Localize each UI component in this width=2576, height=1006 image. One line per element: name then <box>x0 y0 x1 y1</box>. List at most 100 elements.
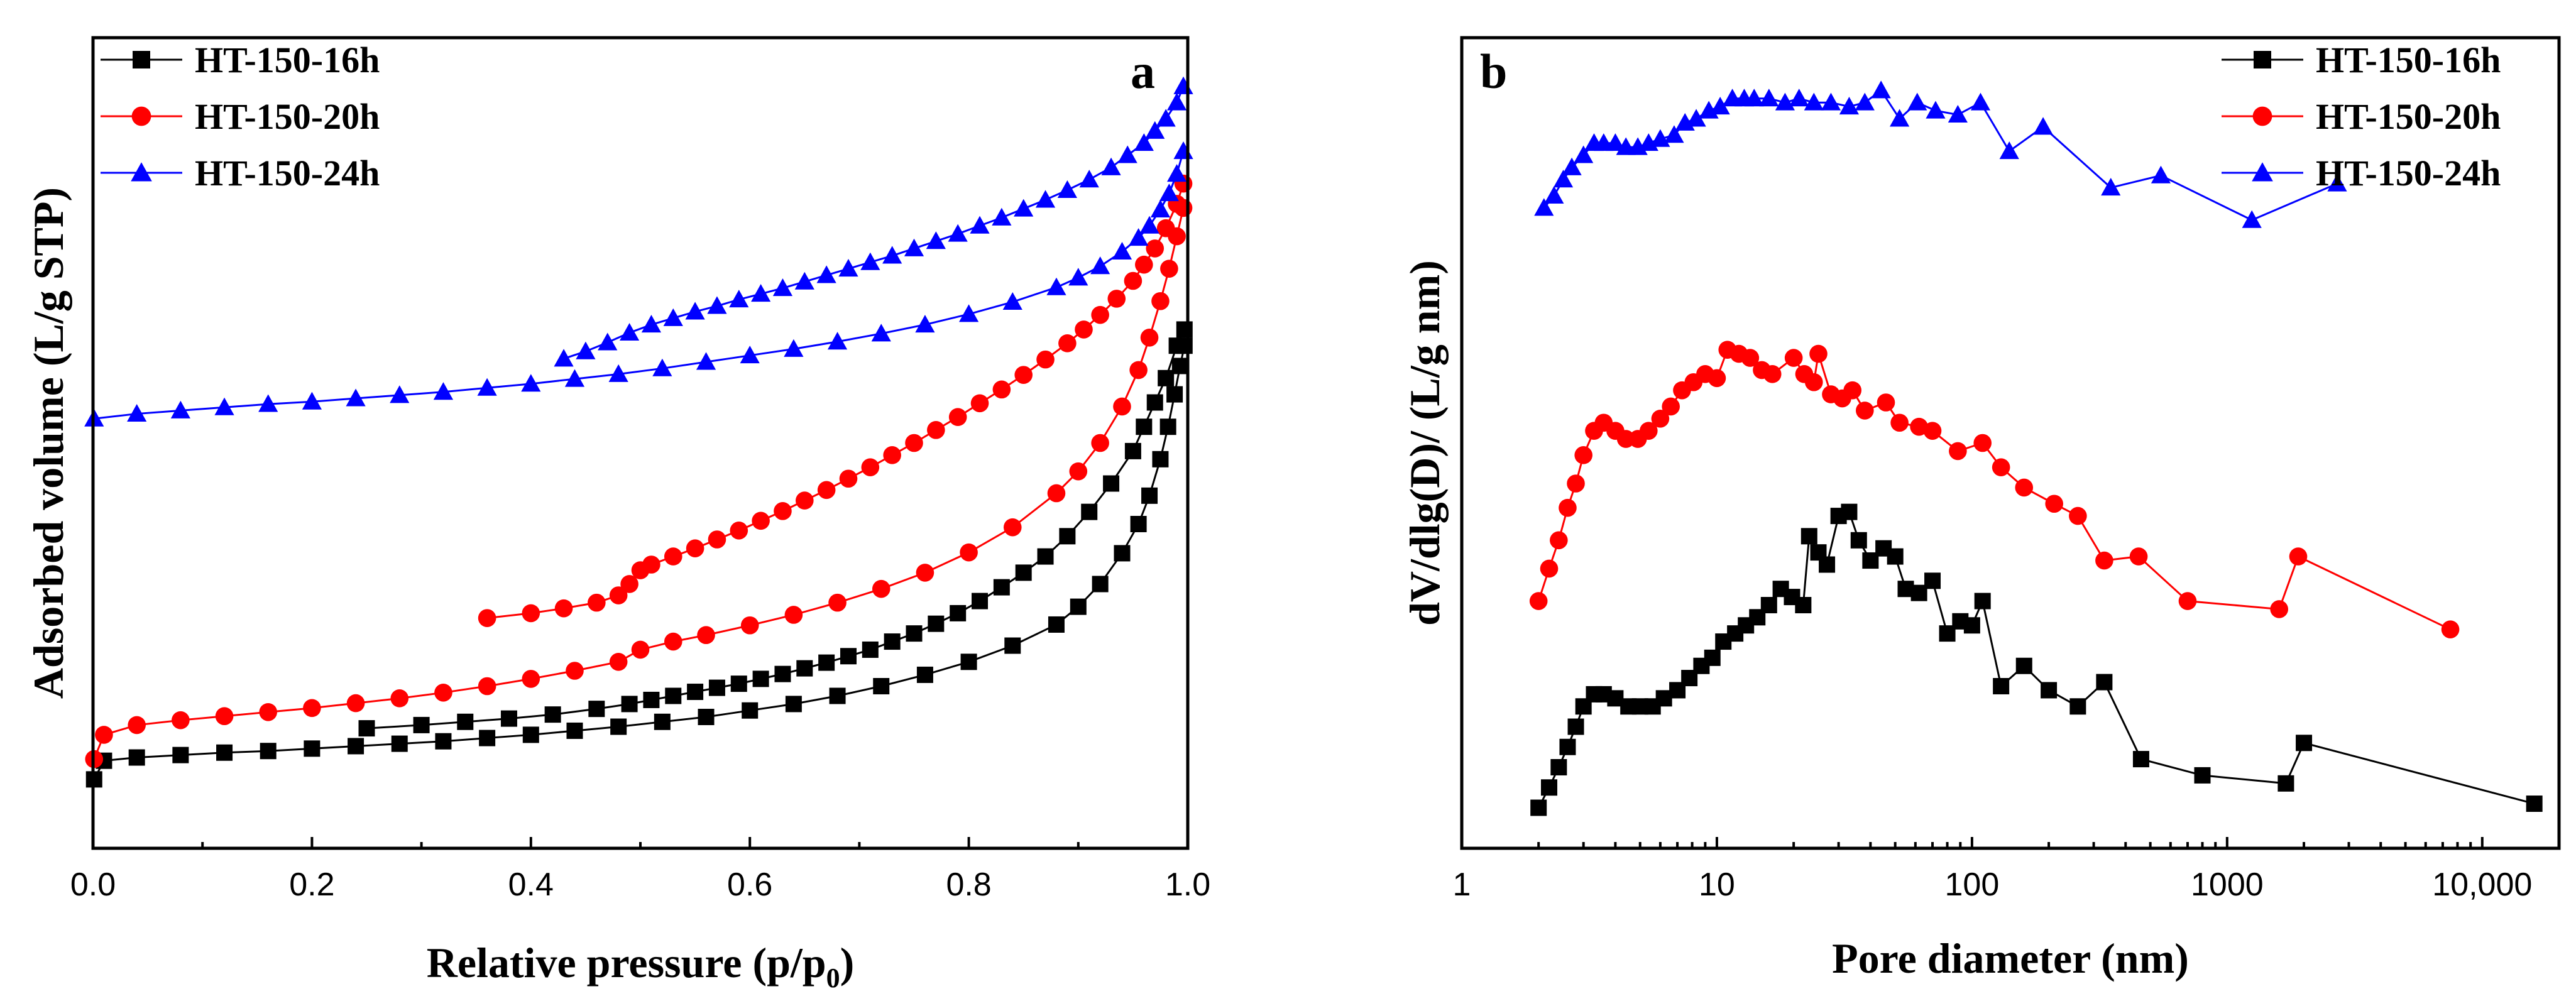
point-HT-150-20h-adsorption <box>609 653 628 671</box>
point-HT-150-24h <box>1605 133 1626 151</box>
point-HT-150-20h <box>1804 373 1823 391</box>
point-HT-150-20h <box>1843 381 1862 400</box>
point-HT-150-24h-desorption <box>1035 190 1056 208</box>
point-HT-150-20h <box>2178 592 2197 610</box>
point-HT-150-24h-desorption <box>904 238 924 256</box>
point-HT-150-16h <box>2132 751 2149 768</box>
point-HT-150-24h <box>1821 92 1841 111</box>
panel-b-x-ticks: 1 10 100 1000 10,000 <box>1453 837 2560 903</box>
point-HT-150-16h-adsorption <box>1070 598 1087 615</box>
point-HT-150-24h <box>1744 89 1764 107</box>
point-HT-150-16h <box>1530 799 1547 816</box>
point-HT-150-16h <box>2041 682 2058 699</box>
point-HT-150-20h <box>1651 410 1670 428</box>
point-HT-150-24h-desorption <box>729 290 749 308</box>
point-HT-150-16h-desorption <box>1059 528 1076 545</box>
point-HT-150-16h-adsorption <box>1159 418 1176 435</box>
point-HT-150-16h-desorption <box>1015 564 1032 581</box>
point-HT-150-20h-adsorption <box>390 689 409 708</box>
point-HT-150-16h-desorption <box>457 713 474 730</box>
point-HT-150-24h-desorption <box>685 302 705 320</box>
point-HT-150-20h <box>2045 495 2064 513</box>
point-HT-150-24h <box>1999 141 2019 160</box>
point-HT-150-20h-desorption <box>588 593 606 612</box>
point-HT-150-16h-desorption <box>544 706 561 723</box>
point-HT-150-24h-desorption <box>1057 180 1077 198</box>
point-HT-150-16h <box>1819 556 1836 573</box>
point-HT-150-24h-desorption <box>794 271 814 290</box>
point-HT-150-20h <box>2129 547 2148 566</box>
point-HT-150-16h-adsorption <box>479 730 496 746</box>
point-HT-150-16h-desorption <box>665 687 682 704</box>
point-HT-150-24h <box>1574 145 1594 163</box>
point-HT-150-20h-adsorption <box>740 616 759 635</box>
panel-a-letter: a <box>1131 44 1155 99</box>
point-HT-150-24h-adsorption <box>1129 228 1149 246</box>
point-HT-150-20h-adsorption <box>434 684 452 702</box>
point-HT-150-16h-adsorption <box>1166 386 1183 403</box>
point-HT-150-20h <box>2441 620 2460 638</box>
point-HT-150-20h-adsorption <box>916 564 934 582</box>
point-HT-150-16h-desorption <box>358 720 375 737</box>
point-HT-150-20h-desorption <box>1036 350 1055 369</box>
point-HT-150-20h-desorption <box>478 609 496 627</box>
point-HT-150-24h-adsorption <box>302 391 322 410</box>
point-HT-150-16h-adsorption <box>216 744 233 761</box>
point-HT-150-24h <box>1839 97 1860 115</box>
point-HT-150-16h <box>1963 617 1980 634</box>
point-HT-150-20h-adsorption <box>346 694 365 713</box>
panel-a-x-tick-label: 0.6 <box>727 867 772 903</box>
panel-b-x-axis-title: Pore diameter (nm) <box>1832 934 2189 982</box>
point-HT-150-20h-desorption <box>927 421 945 439</box>
point-HT-150-16h-desorption <box>862 641 879 658</box>
point-HT-150-20h-adsorption <box>1160 260 1178 278</box>
point-HT-150-20h-adsorption <box>478 677 496 696</box>
point-HT-150-16h-desorption <box>752 670 769 687</box>
point-HT-150-24h <box>1804 92 1824 111</box>
point-HT-150-16h-desorption <box>1136 418 1153 435</box>
point-HT-150-20h <box>2095 551 2113 570</box>
point-HT-150-16h <box>1924 572 1941 589</box>
panel-a-series-layer <box>84 76 1193 788</box>
point-HT-150-16h-desorption <box>621 696 638 713</box>
point-HT-150-20h-adsorption <box>1003 518 1022 537</box>
point-HT-150-20h-desorption <box>554 599 573 618</box>
point-HT-150-20h-desorption <box>817 481 836 500</box>
point-HT-150-16h-adsorption <box>172 746 189 763</box>
point-HT-150-20h <box>1567 474 1585 493</box>
panel-a-x-axis-title-main: Relative pressure (p/p <box>427 939 826 987</box>
point-HT-150-24h-adsorption <box>170 400 190 418</box>
point-HT-150-20h-desorption <box>1124 271 1143 290</box>
panel-b-legend: HT-150-16h HT-150-20h HT-150-24h <box>2222 40 2501 194</box>
point-HT-150-24h-desorption <box>751 284 771 302</box>
point-HT-150-24h <box>2101 178 2121 196</box>
point-HT-150-20h <box>1540 559 1559 578</box>
point-HT-150-16h-desorption <box>1124 442 1141 459</box>
point-HT-150-24h-adsorption <box>564 369 585 387</box>
point-HT-150-16h-adsorption <box>1130 516 1147 532</box>
point-HT-150-20h-adsorption <box>664 632 682 651</box>
point-HT-150-24h-desorption <box>926 231 946 249</box>
point-HT-150-16h <box>1760 597 1777 613</box>
legend-marker-HT-150-20h <box>131 106 151 126</box>
point-HT-150-20h-adsorption <box>1151 292 1170 310</box>
point-HT-150-24h-desorption <box>598 332 618 351</box>
point-HT-150-20h <box>1923 422 1942 440</box>
point-HT-150-20h <box>2069 506 2087 525</box>
point-HT-150-20h-adsorption <box>784 606 803 624</box>
point-HT-150-20h-adsorption <box>960 543 978 562</box>
point-HT-150-16h <box>1550 759 1567 775</box>
point-HT-150-20h-adsorption <box>697 626 715 645</box>
panel-b-x-tick-label: 10 <box>1699 867 1735 903</box>
point-HT-150-24h-adsorption <box>827 332 848 350</box>
point-HT-150-24h-desorption <box>772 278 793 297</box>
point-HT-150-16h-desorption <box>906 625 923 642</box>
point-HT-150-16h-adsorption <box>916 666 933 683</box>
point-HT-150-16h-desorption <box>730 675 747 692</box>
point-HT-150-24h-adsorption <box>915 315 935 333</box>
point-HT-150-24h-adsorption <box>390 385 410 403</box>
point-HT-150-24h-adsorption <box>521 374 541 392</box>
point-HT-150-20h-desorption <box>1075 320 1093 339</box>
point-HT-150-16h <box>2296 735 2313 752</box>
